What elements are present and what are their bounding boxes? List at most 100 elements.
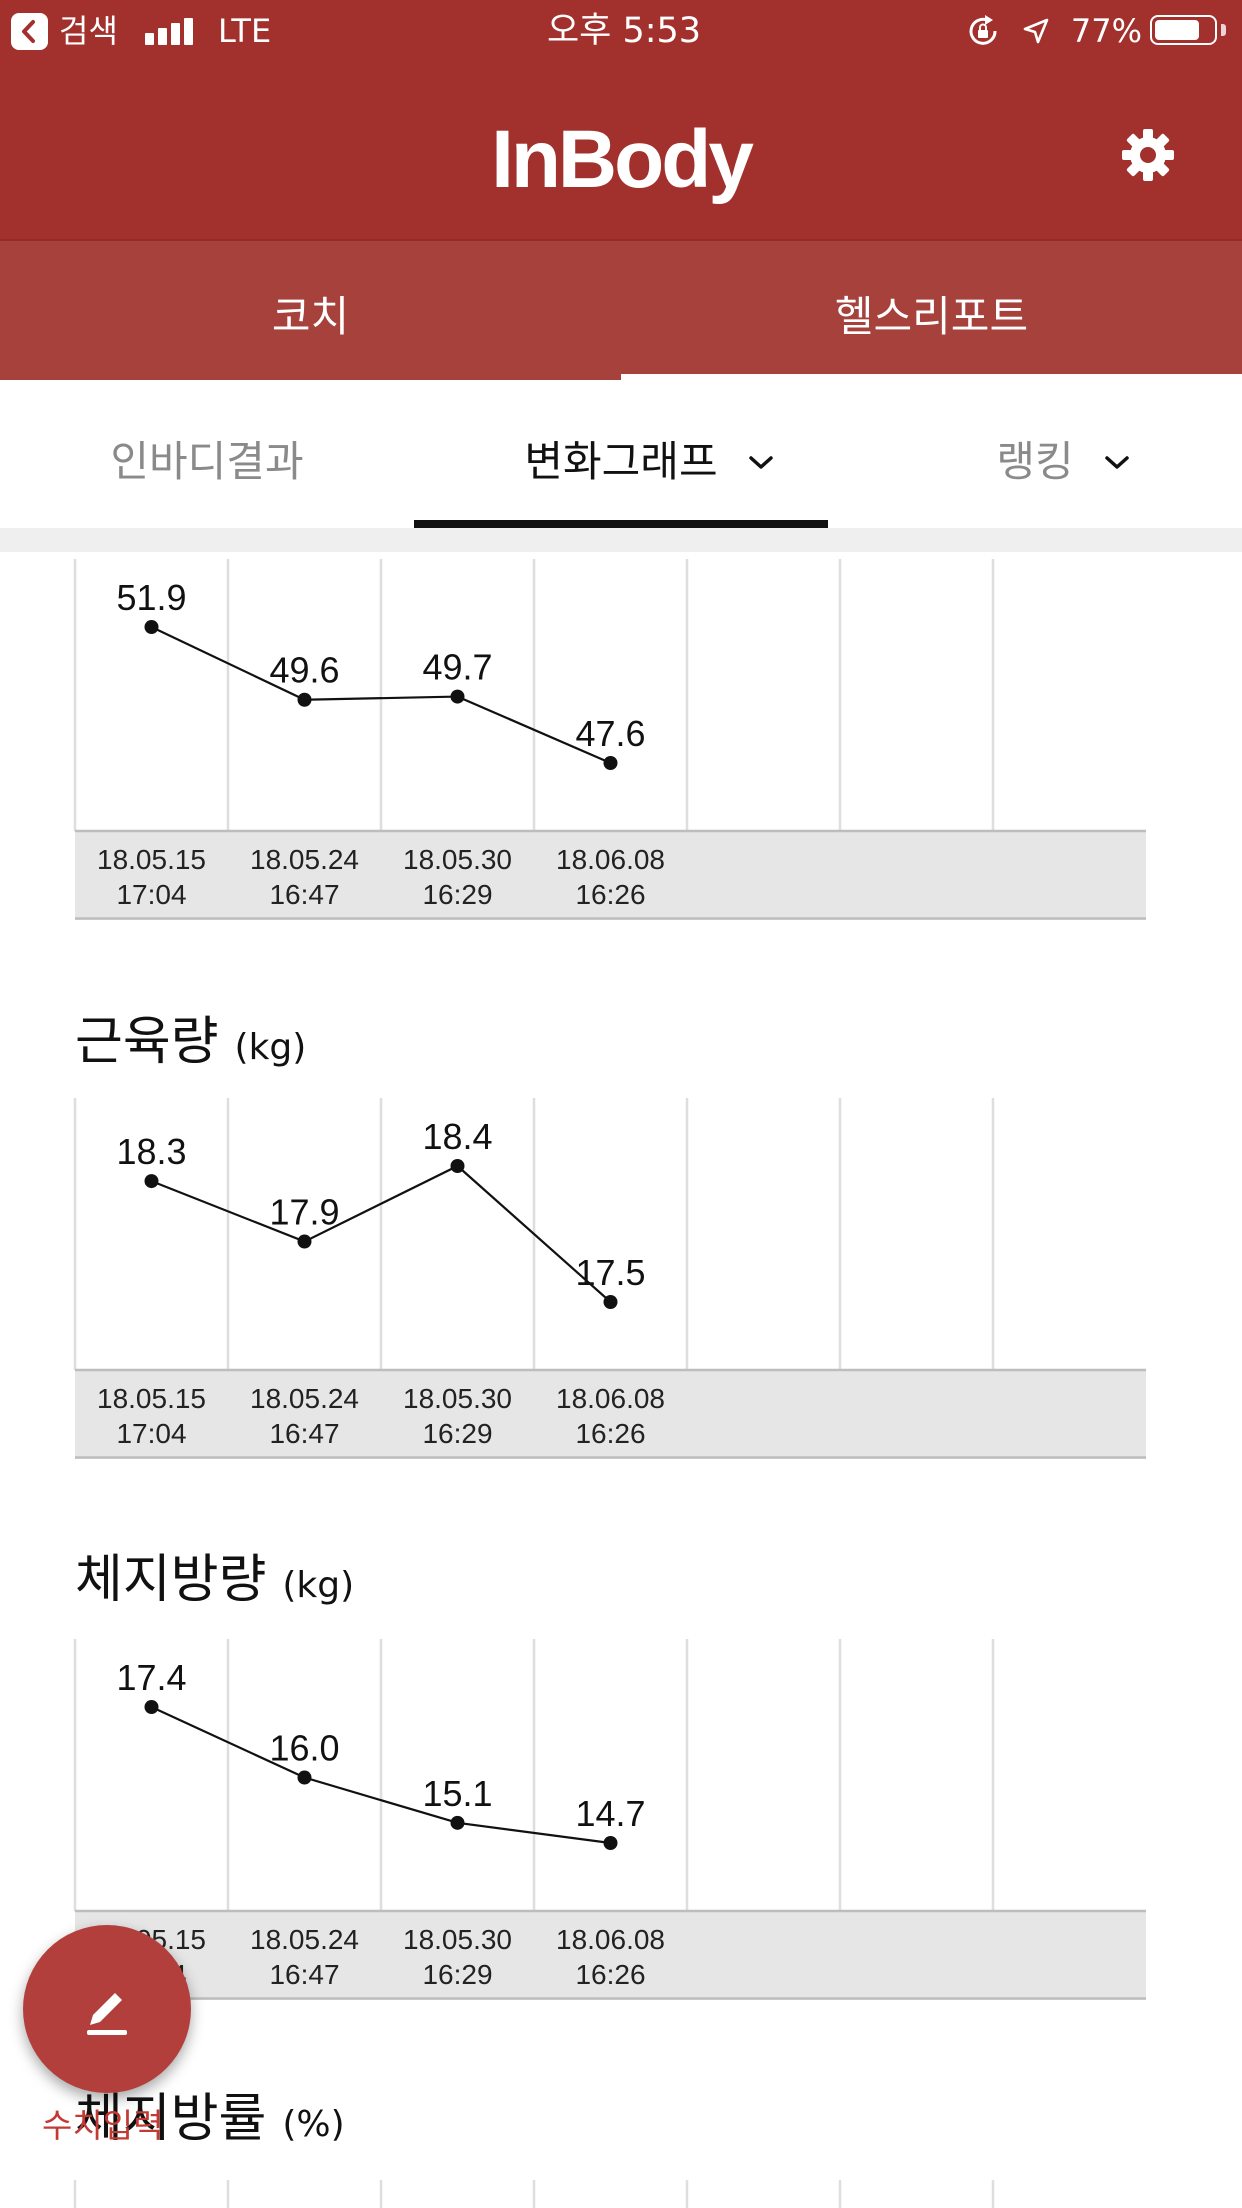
data-label: 18.3 [116, 1131, 186, 1172]
chart-unit: (kg) [234, 1027, 307, 1068]
subtab-label: 변화그래프 [524, 437, 718, 486]
data-point [450, 1815, 465, 1830]
series-line [151, 626, 611, 765]
chart-unit: (kg) [282, 1565, 355, 1606]
body-fat-mass-title: 체지방량 (kg) [75, 1545, 354, 1615]
battery-nub [1221, 24, 1226, 36]
x-tick-time: 17:04 [116, 1418, 186, 1449]
x-tick-time: 16:47 [269, 879, 339, 910]
tab-coach[interactable]: 코치 [0, 241, 621, 380]
chart-svg: 18.05.15 17:04 18.05.24 16:47 18.05.30 16:29 1… [73, 559, 1146, 920]
x-tick-time: 16:47 [269, 1418, 339, 1449]
x-tick-date: 18.05.24 [250, 1383, 359, 1414]
data-label: 17.5 [575, 1252, 645, 1293]
chevron-down-icon [1104, 456, 1129, 469]
data-point [297, 1770, 312, 1785]
x-tick-date: 18.05.15 [97, 844, 206, 875]
x-tick-date: 18.05.30 [403, 844, 512, 875]
data-label: 14.7 [575, 1793, 645, 1834]
x-tick-time: 17:04 [116, 879, 186, 910]
tab-label: 헬스리포트 [834, 292, 1029, 341]
x-tick-date: 18.06.08 [556, 844, 665, 875]
body-fat-percent-chart [0, 2180, 1242, 2208]
inbody-logo: InBody [491, 114, 754, 205]
x-tick-time: 16:26 [575, 1418, 645, 1449]
subtab-label: 랭킹 [996, 437, 1074, 486]
signal-bars-icon [145, 17, 193, 45]
data-point [297, 692, 312, 707]
battery-percent: 77% [1070, 12, 1142, 50]
data-point [603, 1295, 618, 1309]
subtab-change-graph[interactable]: 변화그래프 [414, 380, 828, 528]
active-tab-indicator [621, 374, 1242, 380]
data-label: 51.9 [116, 577, 186, 618]
x-tick-date: 18.05.30 [403, 1383, 512, 1414]
series-line [151, 1164, 612, 1303]
x-tick-time: 16:29 [422, 879, 492, 910]
chart-title: 체지방률 [75, 2089, 267, 2149]
data-point [603, 756, 618, 770]
x-tick-time: 16:26 [575, 1959, 645, 1990]
gear-icon[interactable] [1120, 127, 1176, 183]
chart-svg: 18.05.1517:0418.05.2416:4718.05.3016:291… [73, 1098, 1146, 1459]
x-tick-time: 16:29 [422, 1418, 492, 1449]
back-app-label[interactable]: 검색 [59, 12, 118, 50]
data-point [603, 1836, 618, 1850]
data-point [144, 1174, 159, 1189]
data-label: 47.6 [575, 713, 645, 754]
subtab-label: 인바디결과 [110, 437, 304, 486]
tab-label: 코치 [271, 292, 350, 341]
x-tick-time: 16:29 [422, 1959, 492, 1990]
data-point [144, 1700, 159, 1714]
main-tab-bar: 코치 헬스리포트 [0, 239, 1242, 380]
chart-partial-top: 18.05.15 17:04 18.05.24 16:47 18.05.30 16:29 1… [0, 559, 1242, 920]
x-tick-date: 18.06.08 [556, 1924, 665, 1955]
body-fat-mass-chart: 18.05.1517:0418.05.2416:4718.05.3016:291… [0, 1639, 1242, 2000]
pencil-icon [87, 1993, 127, 2035]
data-label: 15.1 [422, 1773, 492, 1814]
subtab-ranking[interactable]: 랭킹 [828, 380, 1242, 528]
chart-title: 근육량 [75, 1012, 219, 1072]
chart-svg [73, 2180, 995, 2208]
battery-level-fill [1155, 20, 1199, 40]
data-label: 49.7 [422, 647, 492, 688]
app-header: 검색 LTE 오후 5:53 77% InBody [0, 0, 1242, 239]
data-point [450, 1159, 465, 1173]
network-type: LTE [218, 12, 272, 50]
chart-unit: (%) [282, 2104, 345, 2145]
manual-input-label[interactable]: 수치입력 [42, 2106, 164, 2145]
date-band [75, 1911, 1146, 2000]
x-tick-date: 18.06.08 [556, 1383, 665, 1414]
status-bar: 검색 LTE 오후 5:53 77% [0, 0, 1242, 63]
x-tick-date: 18.05.24 [250, 1924, 359, 1955]
subtab-inbody-results[interactable]: 인바디결과 [0, 380, 414, 528]
data-label: 17.4 [116, 1657, 186, 1698]
x-tick-time: 16:47 [269, 1959, 339, 1990]
data-label: 18.4 [422, 1116, 492, 1157]
orientation-lock-icon [969, 15, 997, 45]
status-time: 오후 5:53 [546, 11, 702, 51]
x-tick-date: 18.05.24 [250, 844, 359, 875]
x-tick-time: 16:26 [575, 879, 645, 910]
tab-health-report[interactable]: 헬스리포트 [621, 241, 1242, 380]
date-band [75, 1370, 1146, 1459]
data-point [450, 689, 465, 704]
body-fat-percent-title: 체지방률 (%) [75, 2084, 345, 2154]
date-band [75, 831, 1146, 920]
location-arrow-icon [1023, 18, 1049, 44]
chart-svg: 18.05.1517:0418.05.2416:4718.05.3016:291… [73, 1639, 1146, 2000]
active-subtab-underline [414, 520, 828, 528]
back-to-app-button[interactable] [11, 13, 48, 50]
muscle-mass-title: 근육량 (kg) [75, 1007, 306, 1077]
data-point [297, 1234, 312, 1249]
x-tick-date: 18.05.30 [403, 1924, 512, 1955]
data-label: 16.0 [269, 1728, 339, 1769]
data-label: 17.9 [269, 1192, 339, 1233]
muscle-mass-chart: 18.05.15 17:04 18.05.24 16:47 18.05.30 16:29 1… [0, 1098, 1242, 1459]
content-divider [0, 528, 1242, 552]
manual-input-button[interactable] [23, 1925, 191, 2093]
data-point [144, 620, 159, 634]
back-chevron-icon [22, 20, 35, 43]
sub-tab-bar: 인바디결과 변화그래프 랭킹 [0, 380, 1242, 528]
chevron-down-icon [748, 456, 773, 469]
